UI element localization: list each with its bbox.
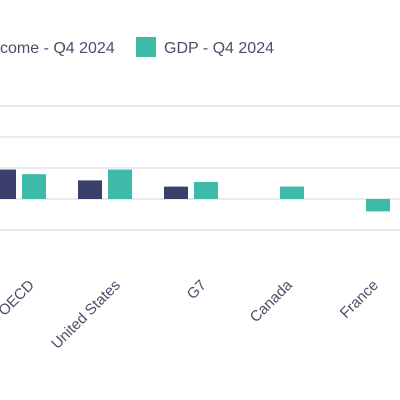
bars: [0, 169, 390, 212]
bar-oecd-s1: [0, 169, 16, 199]
bar-g7-s1: [164, 186, 188, 199]
x-tick-label: G7: [184, 277, 210, 303]
legend: come - Q4 2024 GDP - Q4 2024: [0, 37, 274, 57]
x-tick-label: France: [337, 277, 382, 322]
bar-united-states-s2: [108, 169, 132, 199]
bar-france-s2: [366, 199, 390, 212]
x-tick-label: Canada: [247, 276, 297, 326]
bar-canada-s2: [280, 186, 304, 199]
legend-label-gdp: GDP - Q4 2024: [164, 40, 274, 57]
x-tick-label: United States: [48, 277, 124, 353]
bar-oecd-s2: [22, 174, 46, 199]
legend-label-income: come - Q4 2024: [0, 40, 115, 57]
bar-united-states-s1: [78, 180, 102, 199]
legend-swatch-gdp: [136, 37, 156, 57]
gridlines: [0, 105, 400, 231]
bar-g7-s2: [194, 181, 218, 199]
x-tick-label: OECD: [0, 277, 38, 320]
